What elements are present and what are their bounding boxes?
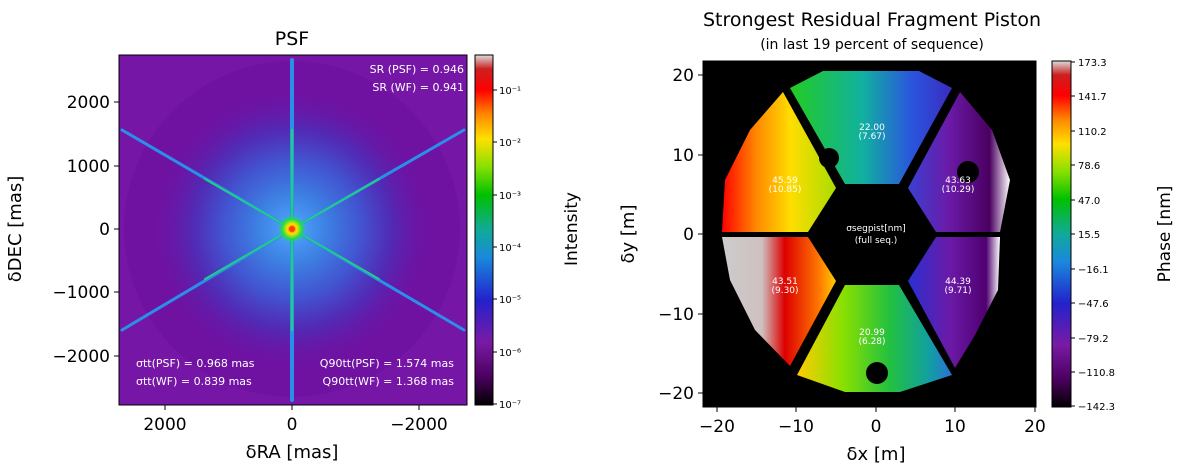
central-obscuration (812, 188, 932, 281)
segment-top-full: (7.67) (858, 132, 885, 142)
segment-lower-right-rms: 44.39 (945, 277, 971, 287)
segment-top-rms: 22.00 (859, 123, 885, 133)
pupil-xtick: 0 (871, 417, 882, 437)
psf-ylabel: δDEC [mas] (5, 176, 26, 283)
phase-cbar-tick: −47.6 (1078, 299, 1109, 310)
pupil-xtick: −20 (699, 417, 735, 437)
segment-upper-right (908, 92, 1010, 232)
phase-cbar-tick: −79.2 (1078, 334, 1109, 345)
phase-colorbar: 173.3 141.7 110.2 78.6 47.0 15.5 −16.1 −… (1051, 58, 1175, 413)
psf-colorbar: 10⁻¹ 10⁻² 10⁻³ 10⁻⁴ 10⁻⁵ 10⁻⁶ 10⁻⁷ Inten… (474, 54, 582, 411)
segment-upper-left-full: (10.85) (769, 185, 802, 195)
psf-cbar-tick: 10⁻¹ (499, 86, 521, 97)
segment-lower-left-full: (9.30) (771, 286, 798, 296)
phase-cbar-tick: −110.8 (1078, 368, 1115, 379)
pupil-ytick: 20 (672, 66, 694, 86)
psf-cbar-tick: 10⁻⁵ (499, 295, 521, 306)
psf-q90-wf: Q90tt(WF) = 1.368 mas (323, 375, 455, 388)
psf-ytick: −2000 (52, 347, 110, 367)
psf-q90-psf: Q90tt(PSF) = 1.574 mas (320, 357, 454, 370)
pupil-xtick: −10 (778, 417, 814, 437)
pupil-ytick: 0 (683, 225, 694, 245)
psf-xtick: 2000 (143, 415, 186, 435)
psf-sigma-psf: σtt(PSF) = 0.968 mas (136, 357, 255, 370)
segment-lower-left (722, 237, 836, 366)
pupil-ytick: 10 (672, 146, 694, 166)
psf-xlabel: δRA [mas] (246, 442, 339, 463)
psf-image (119, 55, 467, 405)
segment-bottom-rms: 20.99 (859, 328, 885, 338)
pupil-image (703, 61, 1036, 407)
pupil-xtick: 20 (1024, 417, 1046, 437)
segment-upper-right-full: (10.29) (942, 185, 975, 195)
psf-cbar-tick: 10⁻⁶ (499, 348, 521, 359)
phase-cbar-tick: 47.0 (1078, 196, 1100, 207)
psf-sr-psf: SR (PSF) = 0.946 (370, 63, 464, 76)
segment-lower-right-full: (9.71) (944, 286, 971, 296)
pupil-ytick: −10 (658, 305, 694, 325)
pupil-xlabel: δx [m] (847, 444, 906, 465)
phase-cbar-tick: 141.7 (1078, 92, 1107, 103)
segment-bottom-full: (6.28) (858, 337, 885, 347)
psf-ytick: 0 (99, 220, 110, 240)
phase-cbar-tick: −16.1 (1078, 265, 1109, 276)
psf-ytick: 1000 (67, 157, 110, 177)
pupil-y-axis: 20 10 0 −10 −20 δy [m] (618, 66, 703, 404)
center-label-line2: (full seq.) (855, 236, 898, 246)
psf-cbar-label: Intensity (562, 192, 582, 266)
psf-cbar-tick: 10⁻² (499, 138, 521, 149)
phase-cbar-tick: 78.6 (1078, 161, 1100, 172)
segment-bottom (797, 285, 952, 392)
segment-upper-left-rms: 45.59 (772, 176, 798, 186)
phase-cbar-tick: 110.2 (1078, 127, 1107, 138)
segment-upper-left (722, 92, 836, 232)
pupil-ytick: −20 (658, 384, 694, 404)
segment-lower-left-rms: 43.51 (772, 277, 798, 287)
pupil-xtick: 10 (944, 417, 966, 437)
pupil-ylabel: δy [m] (618, 205, 639, 264)
psf-ytick: 2000 (67, 93, 110, 113)
psf-cbar-tick: 10⁻⁴ (499, 243, 521, 254)
psf-sigma-wf: σtt(WF) = 0.839 mas (136, 375, 252, 388)
phase-cbar-label: Phase [nm] (1155, 186, 1175, 283)
center-label-line1: σsegpist[nm] (846, 224, 906, 234)
phase-cbar-tick: −142.3 (1078, 402, 1115, 413)
psf-title: PSF (275, 28, 309, 50)
psf-ytick: −1000 (52, 283, 110, 303)
psf-cbar-tick: 10⁻⁷ (499, 400, 521, 411)
pupil-subtitle: (in last 19 percent of sequence) (760, 37, 984, 53)
pupil-x-axis: −20 −10 0 10 20 δx [m] (699, 407, 1046, 465)
psf-sr-wf: SR (WF) = 0.941 (372, 81, 464, 94)
psf-y-axis: 2000 1000 0 −1000 −2000 δDEC [mas] (5, 93, 119, 367)
psf-xtick: 0 (287, 415, 298, 435)
phase-cbar-tick: 15.5 (1078, 230, 1100, 241)
psf-x-axis: 2000 0 −2000 δRA [mas] (143, 405, 448, 463)
pupil-title: Strongest Residual Fragment Piston (703, 9, 1041, 31)
psf-xtick: −2000 (390, 415, 448, 435)
psf-cbar-tick: 10⁻³ (499, 191, 521, 202)
phase-cbar-tick: 173.3 (1078, 58, 1107, 69)
segment-lower-right (908, 237, 1000, 368)
segment-upper-right-rms: 43.63 (945, 176, 971, 186)
